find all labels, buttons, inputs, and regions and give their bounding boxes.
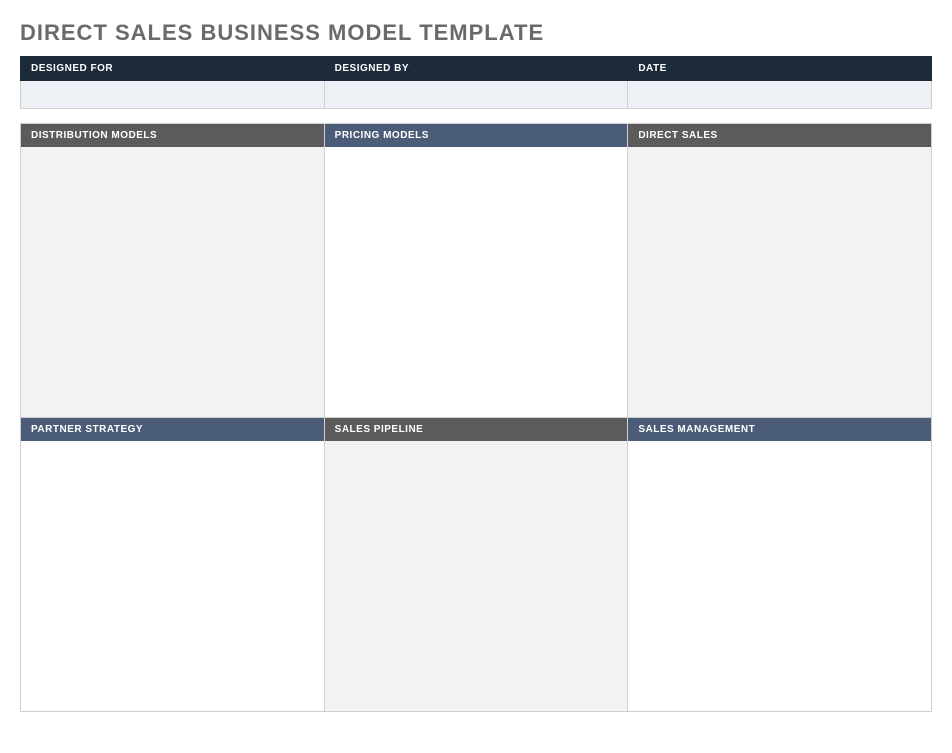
header-distribution-models: DISTRIBUTION MODELS <box>21 124 324 147</box>
body-distribution-models[interactable] <box>21 147 324 417</box>
cell-partner-strategy: PARTNER STRATEGY <box>21 418 325 712</box>
meta-table: DESIGNED FOR DESIGNED BY DATE <box>20 56 932 109</box>
meta-header-designed-by: DESIGNED BY <box>324 57 628 81</box>
body-partner-strategy[interactable] <box>21 441 324 711</box>
meta-header-date: DATE <box>628 57 932 81</box>
meta-value-date[interactable] <box>628 81 932 109</box>
meta-value-designed-by[interactable] <box>324 81 628 109</box>
canvas-table: DISTRIBUTION MODELS PRICING MODELS DIREC… <box>20 123 932 712</box>
meta-header-designed-for: DESIGNED FOR <box>21 57 325 81</box>
body-pricing-models[interactable] <box>325 147 628 417</box>
header-partner-strategy: PARTNER STRATEGY <box>21 418 324 441</box>
page-title: DIRECT SALES BUSINESS MODEL TEMPLATE <box>20 20 932 46</box>
cell-distribution-models: DISTRIBUTION MODELS <box>21 124 325 418</box>
cell-sales-management: SALES MANAGEMENT <box>628 418 932 712</box>
header-sales-pipeline: SALES PIPELINE <box>325 418 628 441</box>
cell-sales-pipeline: SALES PIPELINE <box>324 418 628 712</box>
header-pricing-models: PRICING MODELS <box>325 124 628 147</box>
body-direct-sales[interactable] <box>628 147 931 417</box>
header-sales-management: SALES MANAGEMENT <box>628 418 931 441</box>
body-sales-pipeline[interactable] <box>325 441 628 711</box>
meta-value-designed-for[interactable] <box>21 81 325 109</box>
header-direct-sales: DIRECT SALES <box>628 124 931 147</box>
body-sales-management[interactable] <box>628 441 931 711</box>
cell-direct-sales: DIRECT SALES <box>628 124 932 418</box>
cell-pricing-models: PRICING MODELS <box>324 124 628 418</box>
